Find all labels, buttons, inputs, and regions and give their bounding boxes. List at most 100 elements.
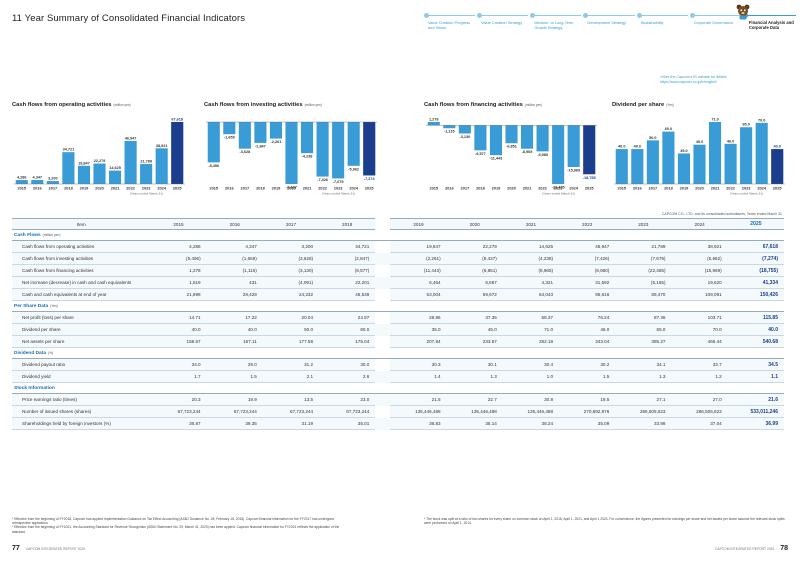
- table-cell: 30.1: [446, 358, 503, 371]
- data-label: -5,496: [208, 164, 219, 168]
- category-tick: 2023: [554, 186, 563, 191]
- chart-unit: (million yen): [304, 103, 322, 107]
- bar-2021: [108, 170, 122, 184]
- category-tick: 2017: [461, 186, 470, 191]
- ir-link-url[interactable]: https://www.capcom.co.jp/ir/english/: [660, 79, 717, 84]
- nav-item[interactable]: Value Creation Progress and Vision: [424, 11, 477, 43]
- bar-2019: [489, 125, 503, 156]
- table-cell: 109,091: [671, 288, 728, 301]
- row-label: Net assets per share: [12, 335, 151, 348]
- footnote-text: * Effective from the beginning of FY2021…: [12, 525, 340, 534]
- nav-item[interactable]: Development Strategy: [583, 11, 636, 43]
- bar-2025: [583, 125, 596, 175]
- data-label: -1,115: [444, 130, 455, 134]
- bar-2023: [740, 127, 753, 184]
- chart-period-note: (Years ended March 31): [542, 192, 575, 196]
- table-cell: 1.3: [446, 370, 503, 383]
- table-cell: 27.0: [671, 393, 728, 406]
- table-cell: 13.5: [262, 393, 320, 406]
- table-cell: 431: [206, 276, 263, 289]
- table-cell: 36.83: [390, 417, 447, 430]
- category-tick: 2018: [256, 186, 265, 191]
- column-gap: [375, 264, 391, 277]
- row-label: Net profit (loss) per share: [12, 311, 151, 324]
- table-cell: 34.0: [150, 358, 207, 371]
- table-cell: 135,446,488: [502, 405, 560, 418]
- table-cell: 30.2: [559, 358, 616, 371]
- chart-unit: (million yen): [113, 103, 131, 107]
- table-cell: 282.19: [502, 335, 560, 348]
- table-row: Net profit (loss) per share 14.71 17.22 20.…: [12, 311, 784, 324]
- data-label: -2,261: [271, 140, 282, 144]
- row-label: Cash flows from investing activities: [12, 252, 151, 265]
- ir-website-link[interactable]: ➜See the Capcom's IR website for details…: [660, 75, 727, 84]
- table-cell: 1.0: [502, 370, 560, 383]
- table-row: Cash flows from investing activities (5,4…: [12, 252, 784, 265]
- table-cell: 39.35: [206, 417, 263, 430]
- table-cell: 87.36: [615, 311, 672, 324]
- bar-2016: [443, 125, 456, 129]
- row-label: Cash flows from financing activities: [12, 264, 151, 277]
- bar-2024: [347, 122, 360, 166]
- table-cell: 31,592: [559, 276, 616, 289]
- bar-2021: [708, 122, 722, 184]
- column-gap: [375, 288, 391, 301]
- ir-link-text[interactable]: ➜See the Capcom's IR website for details: [660, 75, 727, 79]
- nav-item[interactable]: Corporate Governance: [689, 11, 743, 43]
- table-cell: 58.37: [502, 311, 560, 324]
- nav-progress-bar: [742, 15, 796, 17]
- table-cell: 6,464: [390, 276, 447, 289]
- bar-2015: [15, 180, 28, 184]
- data-label: 40.0: [774, 145, 781, 149]
- data-label: -6,851: [506, 145, 517, 149]
- table-cell: 270,892,976: [559, 405, 616, 418]
- data-label: -15,969: [567, 168, 580, 172]
- data-label: 46,947: [125, 136, 137, 140]
- section-nav: Value Creation Progress and Vision Value …: [424, 11, 798, 43]
- nav-progress-bar: [583, 15, 635, 17]
- table-cell: 24,332: [262, 288, 320, 301]
- data-label: 70.0: [758, 118, 765, 122]
- nav-item[interactable]: Financial Analysis and Corporate Data: [742, 11, 798, 43]
- table-cell: 50.0: [262, 323, 320, 336]
- bar-2023: [332, 122, 345, 179]
- category-tick: 2024: [757, 186, 766, 191]
- table-cell: 150,426: [727, 288, 784, 301]
- row-label: Dividend yield: [12, 370, 151, 383]
- table-cell: 1,278: [150, 264, 207, 277]
- table-cell: 31.2: [262, 358, 320, 371]
- category-tick: 2017: [49, 186, 58, 191]
- bar-2017: [238, 122, 251, 149]
- category-tick: 2016: [445, 186, 454, 191]
- bar-2017: [46, 181, 59, 184]
- table-cell: 40.0: [150, 323, 207, 336]
- table-cell: 46,539: [319, 288, 376, 301]
- table-cell: 37.35: [446, 311, 503, 324]
- data-label: 60.0: [665, 127, 672, 131]
- nav-item[interactable]: Sustainability: [636, 11, 690, 43]
- bar-2016: [223, 122, 236, 135]
- data-label: 38,921: [156, 144, 168, 148]
- data-label: -9,577: [475, 152, 486, 156]
- table-cell: (8,965): [502, 264, 560, 277]
- table-cell: 4,347: [206, 240, 263, 253]
- table-row: Dividend per share 40.0 40.0 50.0 60.0 35.0 45…: [12, 323, 784, 336]
- report-name: CAPCOM INTEGRATED REPORT 2025: [715, 546, 775, 551]
- column-gap: [375, 370, 391, 383]
- column-header: 2015: [150, 218, 207, 230]
- data-label: -4,238: [302, 155, 313, 159]
- nav-dot-icon: [689, 13, 695, 18]
- category-tick: 2025: [773, 186, 782, 191]
- table-cell: (3,130): [262, 264, 320, 277]
- nav-item[interactable]: Medium- to Long-Term Growth Strategy: [530, 11, 583, 43]
- nav-item[interactable]: Value Creation Strategy: [477, 11, 530, 43]
- table-cell: 67,723,244: [206, 405, 263, 418]
- bar-2022: [316, 122, 329, 177]
- nav-progress-bar: [636, 15, 688, 17]
- category-tick: 2024: [569, 186, 578, 191]
- nav-item-label: Value Creation Strategy: [481, 20, 523, 25]
- nav-dot-icon: [530, 13, 536, 18]
- bar-2018: [62, 152, 75, 184]
- section-title: Dividend Data (%): [12, 347, 784, 359]
- data-label: 1,278: [429, 118, 439, 122]
